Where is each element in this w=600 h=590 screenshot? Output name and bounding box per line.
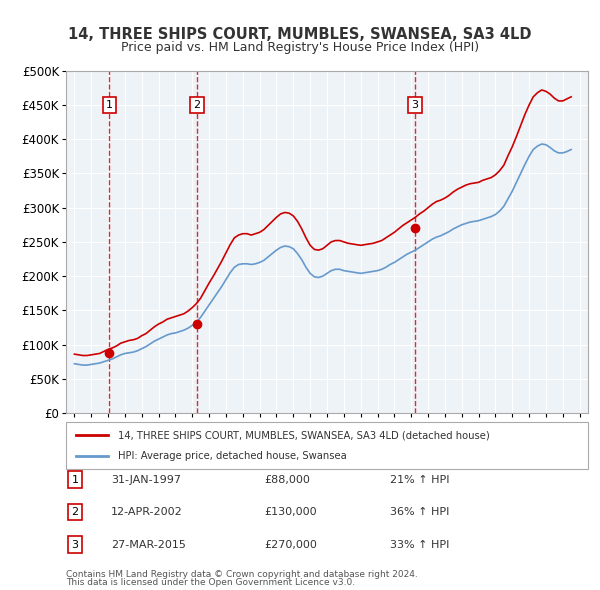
Text: 21% ↑ HPI: 21% ↑ HPI xyxy=(390,475,449,484)
Text: £270,000: £270,000 xyxy=(264,540,317,549)
Text: 14, THREE SHIPS COURT, MUMBLES, SWANSEA, SA3 4LD: 14, THREE SHIPS COURT, MUMBLES, SWANSEA,… xyxy=(68,27,532,41)
Text: 27-MAR-2015: 27-MAR-2015 xyxy=(111,540,186,549)
Text: Contains HM Land Registry data © Crown copyright and database right 2024.: Contains HM Land Registry data © Crown c… xyxy=(66,571,418,579)
Text: 1: 1 xyxy=(106,100,113,110)
Text: £130,000: £130,000 xyxy=(264,507,317,517)
Text: 2: 2 xyxy=(193,100,200,110)
Text: 33% ↑ HPI: 33% ↑ HPI xyxy=(390,540,449,549)
Text: HPI: Average price, detached house, Swansea: HPI: Average price, detached house, Swan… xyxy=(118,451,347,461)
Text: 31-JAN-1997: 31-JAN-1997 xyxy=(111,475,181,484)
Text: 1: 1 xyxy=(71,475,79,484)
Text: 2: 2 xyxy=(71,507,79,517)
Text: 3: 3 xyxy=(412,100,419,110)
Text: Price paid vs. HM Land Registry's House Price Index (HPI): Price paid vs. HM Land Registry's House … xyxy=(121,41,479,54)
Text: £88,000: £88,000 xyxy=(264,475,310,484)
Text: 12-APR-2002: 12-APR-2002 xyxy=(111,507,183,517)
Text: This data is licensed under the Open Government Licence v3.0.: This data is licensed under the Open Gov… xyxy=(66,578,355,587)
Text: 14, THREE SHIPS COURT, MUMBLES, SWANSEA, SA3 4LD (detached house): 14, THREE SHIPS COURT, MUMBLES, SWANSEA,… xyxy=(118,430,490,440)
Text: 3: 3 xyxy=(71,540,79,549)
FancyBboxPatch shape xyxy=(66,422,588,469)
Text: 36% ↑ HPI: 36% ↑ HPI xyxy=(390,507,449,517)
